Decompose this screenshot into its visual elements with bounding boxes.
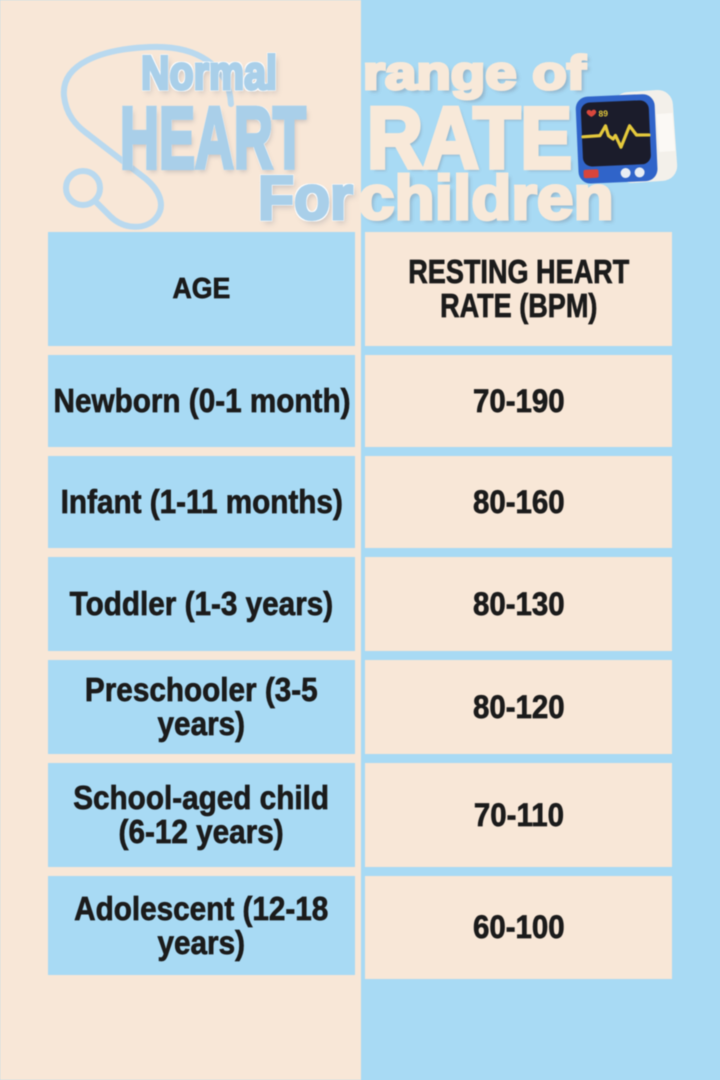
svg-text:89: 89: [598, 108, 608, 118]
